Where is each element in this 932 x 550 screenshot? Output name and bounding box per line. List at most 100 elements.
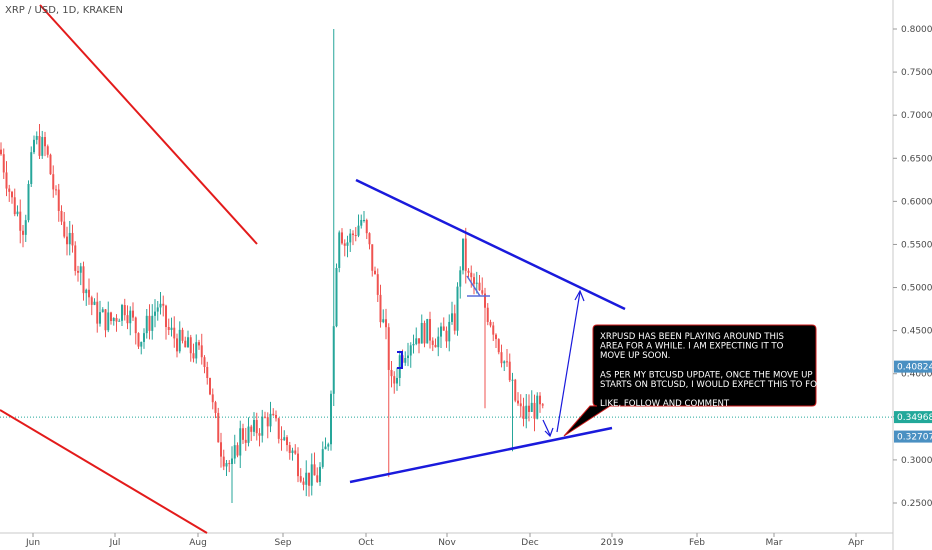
- x-tick-label: Apr: [848, 538, 864, 548]
- candle-body: [49, 154, 52, 175]
- candle-body: [165, 305, 167, 328]
- candle-body: [154, 311, 156, 316]
- candle-body: [148, 315, 151, 331]
- candle-body: [228, 463, 231, 465]
- candle-body: [211, 394, 214, 403]
- candle-body: [44, 137, 46, 147]
- candle-body: [85, 289, 88, 294]
- candle-body: [192, 353, 195, 359]
- candle-body: [63, 221, 66, 237]
- candle-body: [118, 320, 121, 322]
- candle-body: [346, 242, 349, 246]
- candle-body: [415, 338, 418, 344]
- candle-body: [225, 463, 228, 467]
- candle-body: [126, 315, 129, 324]
- candle-body: [22, 230, 24, 235]
- candle-body: [231, 458, 233, 464]
- x-tick-label: Oct: [358, 538, 374, 548]
- red-trendline-lower[interactable]: [0, 409, 208, 534]
- candle-body: [121, 305, 123, 321]
- candle-body: [382, 319, 385, 323]
- candle-body: [349, 233, 352, 243]
- x-tick-label: Feb: [689, 538, 705, 548]
- candle-body: [451, 313, 453, 322]
- candle-body: [305, 472, 308, 485]
- candle-body: [184, 340, 187, 348]
- candle-body: [123, 305, 126, 316]
- projection-down-line: [542, 419, 551, 436]
- candle-body: [316, 475, 319, 483]
- candle-body: [473, 277, 475, 284]
- candle-body: [24, 220, 27, 235]
- candle-body: [390, 369, 393, 377]
- candle-body: [253, 419, 255, 432]
- price-tags: 0.40824 0.34968 0.32707: [894, 360, 932, 443]
- candle-body: [137, 333, 140, 347]
- candle-body: [481, 290, 484, 294]
- candle-body: [429, 319, 431, 341]
- candle-body: [0, 149, 2, 155]
- candle-body: [60, 210, 63, 222]
- price-tag-box: [894, 360, 932, 373]
- candle-body: [365, 219, 368, 234]
- candle-body: [272, 413, 275, 415]
- candle-body: [159, 303, 162, 308]
- candle-body: [525, 405, 528, 419]
- candle-body: [368, 233, 371, 245]
- x-tick-label: Nov: [438, 538, 456, 548]
- candle-body: [261, 416, 264, 436]
- candle-body: [187, 337, 189, 348]
- blue-trendline-lower[interactable]: [349, 426, 613, 484]
- marker-oct: [397, 351, 403, 369]
- candle-body: [530, 402, 533, 412]
- callout-line: AS PER MY BTCUSD UPDATE, ONCE THE MOVE U…: [600, 370, 813, 380]
- candle-body: [112, 318, 115, 322]
- candle-body: [145, 315, 148, 334]
- callout-box: [563, 324, 817, 437]
- candle-body: [217, 412, 220, 443]
- blue-trendline-upper[interactable]: [355, 178, 626, 311]
- candle-body: [233, 445, 236, 459]
- candle-body: [88, 289, 90, 298]
- candle-body: [115, 318, 118, 322]
- candle-body: [35, 135, 38, 140]
- candle-body: [38, 135, 41, 156]
- candle-body: [167, 327, 170, 330]
- x-tick-label: Dec: [521, 538, 538, 548]
- candle-body: [203, 357, 206, 368]
- candle-body: [497, 339, 500, 353]
- candle-body: [200, 345, 203, 358]
- candle-body: [283, 437, 286, 441]
- candle-body: [297, 453, 299, 477]
- candle-body: [533, 402, 536, 419]
- candle-body: [324, 446, 327, 450]
- candle-body: [299, 476, 302, 482]
- candle-body: [426, 319, 429, 344]
- candle-body: [134, 317, 137, 334]
- candle-body: [129, 310, 132, 324]
- projection-up-line: [556, 291, 581, 433]
- candle-body: [178, 329, 181, 352]
- candle-body: [19, 211, 22, 231]
- candle-body: [195, 342, 198, 359]
- candle-body: [66, 236, 68, 245]
- candle-body: [302, 481, 305, 485]
- candle-body: [11, 191, 13, 198]
- candle-body: [478, 282, 481, 291]
- candle-body: [385, 319, 387, 328]
- candle-body: [173, 327, 176, 339]
- candle-body: [247, 426, 250, 443]
- callout-line: MOVE UP SOON.: [600, 351, 670, 361]
- red-trendline-upper[interactable]: [39, 4, 258, 245]
- x-tick-label: Sep: [275, 538, 292, 548]
- candle-body: [110, 312, 112, 322]
- candle-body: [464, 238, 467, 271]
- candle-body: [321, 449, 324, 467]
- candle-body: [90, 297, 93, 305]
- candle-body: [341, 232, 343, 244]
- annotation-callout[interactable]: XRPUSD HAS BEEN PLAYING AROUND THISAREA …: [563, 324, 842, 437]
- candle-body: [456, 286, 459, 331]
